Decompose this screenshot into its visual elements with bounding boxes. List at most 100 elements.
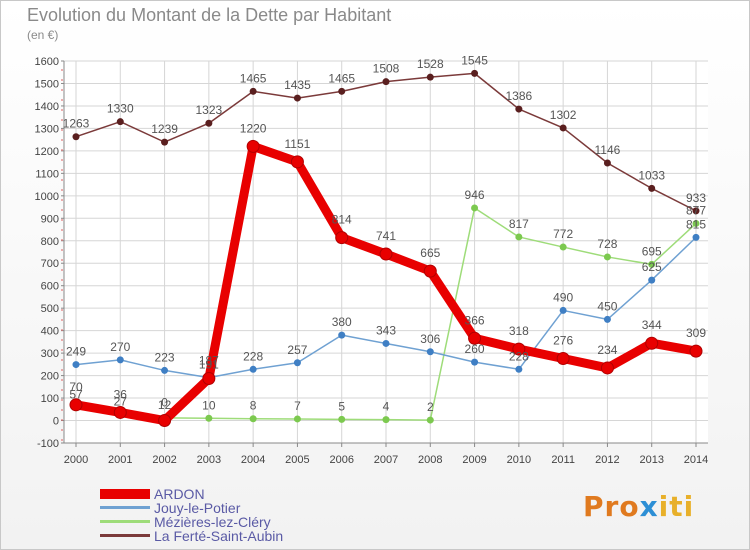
data-label-ferte: 1545 (461, 53, 488, 67)
legend-label-jouy: Jouy-le-Potier (154, 500, 241, 516)
data-point-jouy (559, 306, 567, 314)
data-label-ferte: 1302 (550, 108, 577, 122)
data-point-mezieres (471, 204, 479, 212)
data-point-jouy (692, 233, 700, 241)
y-tick-label: 200 (41, 371, 59, 383)
data-point-mezieres (559, 243, 567, 251)
data-label-jouy: 260 (465, 342, 485, 356)
data-label-jouy: 228 (509, 349, 529, 363)
data-point-ferte (515, 105, 523, 113)
data-label-ardon: 36 (114, 387, 128, 401)
data-label-ardon: 1151 (285, 137, 311, 151)
data-label-mezieres: 5 (338, 399, 345, 413)
data-label-ferte: 1465 (328, 71, 355, 85)
axis-layer: -100010020030040050060070080090010001100… (35, 56, 709, 466)
data-label-mezieres: 4 (383, 400, 390, 414)
y-tick-label: 1500 (35, 78, 59, 90)
data-label-ardon: 70 (69, 380, 83, 394)
data-point-mezieres (692, 219, 700, 227)
x-tick-label: 2001 (108, 454, 132, 466)
data-label-ardon: 187 (199, 354, 219, 368)
x-tick-label: 2004 (241, 454, 265, 466)
data-label-ferte: 1323 (196, 103, 223, 117)
x-tick-label: 2012 (595, 454, 619, 466)
data-label-jouy: 223 (155, 350, 175, 364)
data-label-ardon: 366 (465, 313, 485, 327)
legend-swatch-jouy (100, 506, 150, 509)
data-point-ferte (293, 94, 301, 102)
data-label-mezieres: 946 (465, 188, 485, 202)
data-point-jouy (471, 358, 479, 366)
data-label-jouy: 343 (376, 323, 396, 337)
data-point-ferte (471, 69, 479, 77)
data-point-jouy (603, 315, 611, 323)
data-point-mezieres (648, 260, 656, 268)
y-tick-label: 700 (41, 258, 59, 270)
data-point-jouy (382, 339, 390, 347)
data-point-jouy (648, 276, 656, 284)
data-label-mezieres: 877 (686, 203, 706, 217)
data-label-mezieres: 695 (642, 244, 662, 258)
data-point-mezieres (382, 416, 390, 424)
data-label-ardon: 234 (597, 343, 617, 357)
x-tick-label: 2006 (329, 454, 353, 466)
data-label-mezieres: 8 (250, 399, 257, 413)
data-point-ferte (338, 87, 346, 95)
x-tick-label: 2008 (418, 454, 442, 466)
data-label-ferte: 1465 (240, 71, 267, 85)
y-tick-label: 0 (53, 416, 59, 428)
legend-swatch-mezieres (100, 520, 150, 523)
brand-logo: Proxiti (583, 490, 695, 523)
data-label-ferte: 1239 (151, 122, 178, 136)
data-label-mezieres: 728 (597, 237, 617, 251)
data-point-ferte (72, 133, 80, 141)
data-point-ardon (113, 405, 127, 419)
data-point-jouy (338, 331, 346, 339)
data-point-ferte (648, 184, 656, 192)
data-label-ardon: 1220 (240, 121, 267, 135)
x-tick-label: 2009 (462, 454, 486, 466)
data-point-ferte (603, 159, 611, 167)
x-tick-label: 2005 (285, 454, 309, 466)
data-label-mezieres: 7 (294, 399, 301, 413)
data-label-jouy: 815 (686, 217, 706, 231)
data-label-jouy: 306 (420, 332, 440, 346)
data-point-jouy (293, 359, 301, 367)
data-label-jouy: 270 (110, 340, 130, 354)
y-tick-label: 800 (41, 236, 59, 248)
y-tick-label: 1300 (35, 123, 59, 135)
data-label-ferte: 1263 (63, 117, 90, 131)
x-tick-label: 2000 (64, 454, 88, 466)
data-point-mezieres (603, 253, 611, 261)
data-label-jouy: 450 (597, 299, 617, 313)
data-label-jouy: 249 (66, 345, 86, 359)
y-tick-label: 100 (41, 393, 59, 405)
data-point-mezieres (293, 415, 301, 423)
legend-label-mezieres: Mézières-lez-Cléry (154, 514, 271, 530)
data-point-ardon (645, 336, 659, 350)
data-label-jouy: 625 (642, 260, 662, 274)
data-label-ferte: 1146 (595, 143, 621, 157)
x-tick-label: 2003 (197, 454, 221, 466)
data-label-ferte: 933 (686, 191, 706, 205)
data-label-jouy: 191 (199, 358, 219, 372)
data-label-ferte: 1386 (506, 89, 533, 103)
data-point-jouy (161, 366, 169, 374)
data-label-mezieres: 57 (69, 388, 83, 402)
legend-swatch-ardon (100, 489, 150, 499)
data-label-mezieres: 2 (427, 400, 434, 414)
data-point-ardon (556, 352, 570, 366)
data-label-ferte: 1435 (284, 78, 311, 92)
data-label-ardon: 741 (376, 229, 396, 243)
data-point-mezieres (515, 233, 523, 241)
data-label-ardon: 309 (686, 326, 706, 340)
data-label-ardon: 814 (332, 213, 352, 227)
data-label-ardon: 665 (420, 246, 440, 260)
data-label-ferte: 1033 (638, 168, 665, 182)
y-tick-label: 1400 (35, 101, 59, 113)
data-point-jouy (116, 356, 124, 364)
data-point-ardon (423, 264, 437, 278)
x-tick-label: 2014 (684, 454, 708, 466)
data-point-ardon (600, 361, 614, 375)
chart-unit: (en €) (27, 28, 59, 42)
